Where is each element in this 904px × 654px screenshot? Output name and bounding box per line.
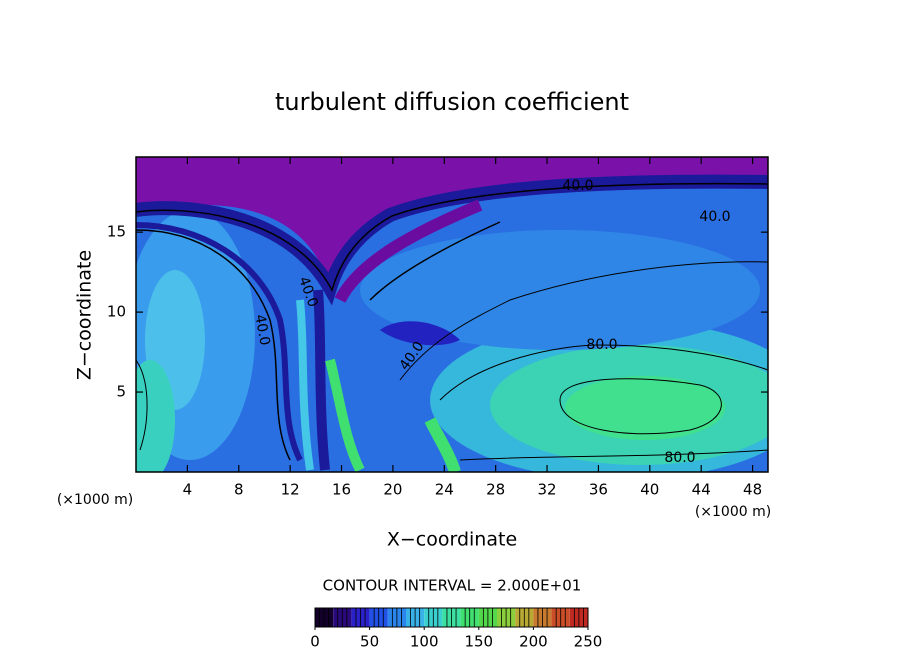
x-tick-label: 40 (640, 481, 659, 499)
x-tick-label: 48 (743, 481, 762, 499)
x-tick-label: 16 (332, 481, 351, 499)
x-axis-label: X−coordinate (387, 529, 517, 551)
x-tick-label: 20 (383, 481, 402, 499)
x-unit-label: (×1000 m) (57, 492, 133, 508)
y-tick-label: 15 (107, 223, 126, 241)
colorbar-label: CONTOUR INTERVAL = 2.000E+01 (323, 577, 582, 595)
colorbar-tick-label: 150 (464, 633, 493, 651)
x-unit-label: (×1000 m) (695, 504, 771, 520)
contour-label: 40.0 (251, 313, 272, 346)
x-tick-label: 32 (538, 481, 557, 499)
x-tick-label: 36 (589, 481, 608, 499)
contour-label: 80.0 (664, 450, 695, 466)
contour-label: 40.0 (562, 178, 593, 194)
x-tick-label: 12 (281, 481, 300, 499)
x-tick-label: 24 (435, 481, 454, 499)
colorbar-tick-label: 50 (360, 633, 379, 651)
contour-label: 80.0 (586, 337, 617, 353)
plot-frame (135, 156, 769, 473)
colorbar-tick-label: 250 (574, 633, 603, 651)
colorbar-frame (314, 607, 589, 628)
colorbar-tick-label: 100 (410, 633, 439, 651)
x-tick-label: 4 (183, 481, 193, 499)
colorbar-tick-label: 0 (310, 633, 320, 651)
x-tick-label: 28 (486, 481, 505, 499)
contour-label: 40.0 (699, 209, 730, 225)
y-tick-label: 10 (107, 303, 126, 321)
x-tick-label: 44 (692, 481, 711, 499)
contour-field (136, 157, 768, 472)
x-tick-label: 8 (234, 481, 244, 499)
y-axis-label: Z−coordinate (74, 250, 96, 380)
colorbar-tick-label: 200 (519, 633, 548, 651)
chart-title: turbulent diffusion coefficient (275, 88, 629, 116)
y-tick-label: 5 (116, 383, 126, 401)
